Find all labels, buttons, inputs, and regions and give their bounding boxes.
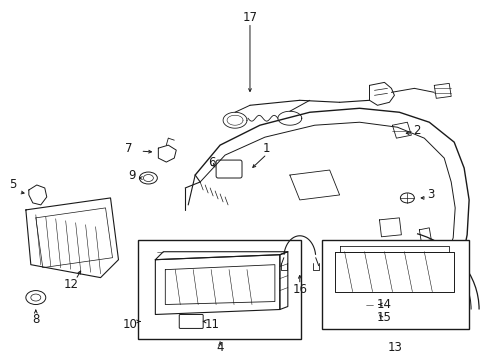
FancyBboxPatch shape — [216, 160, 242, 178]
Bar — [138, 240, 300, 339]
Text: 5: 5 — [9, 179, 17, 192]
FancyBboxPatch shape — [328, 306, 409, 323]
Text: 9: 9 — [128, 168, 136, 181]
Text: 10: 10 — [123, 318, 138, 331]
Text: 7: 7 — [124, 141, 132, 155]
FancyBboxPatch shape — [179, 315, 203, 328]
Text: 6: 6 — [208, 156, 215, 168]
Text: 3: 3 — [427, 188, 434, 202]
Text: 16: 16 — [292, 283, 306, 296]
Text: 14: 14 — [376, 298, 391, 311]
Text: 15: 15 — [376, 311, 391, 324]
Text: 4: 4 — [216, 341, 224, 354]
Bar — [321, 240, 468, 329]
Text: 8: 8 — [32, 313, 40, 326]
Text: 12: 12 — [63, 278, 78, 291]
Text: 1: 1 — [263, 141, 270, 155]
Text: 11: 11 — [204, 318, 219, 331]
Text: 13: 13 — [387, 341, 402, 354]
Text: 2: 2 — [413, 124, 420, 137]
Text: 17: 17 — [242, 11, 257, 24]
